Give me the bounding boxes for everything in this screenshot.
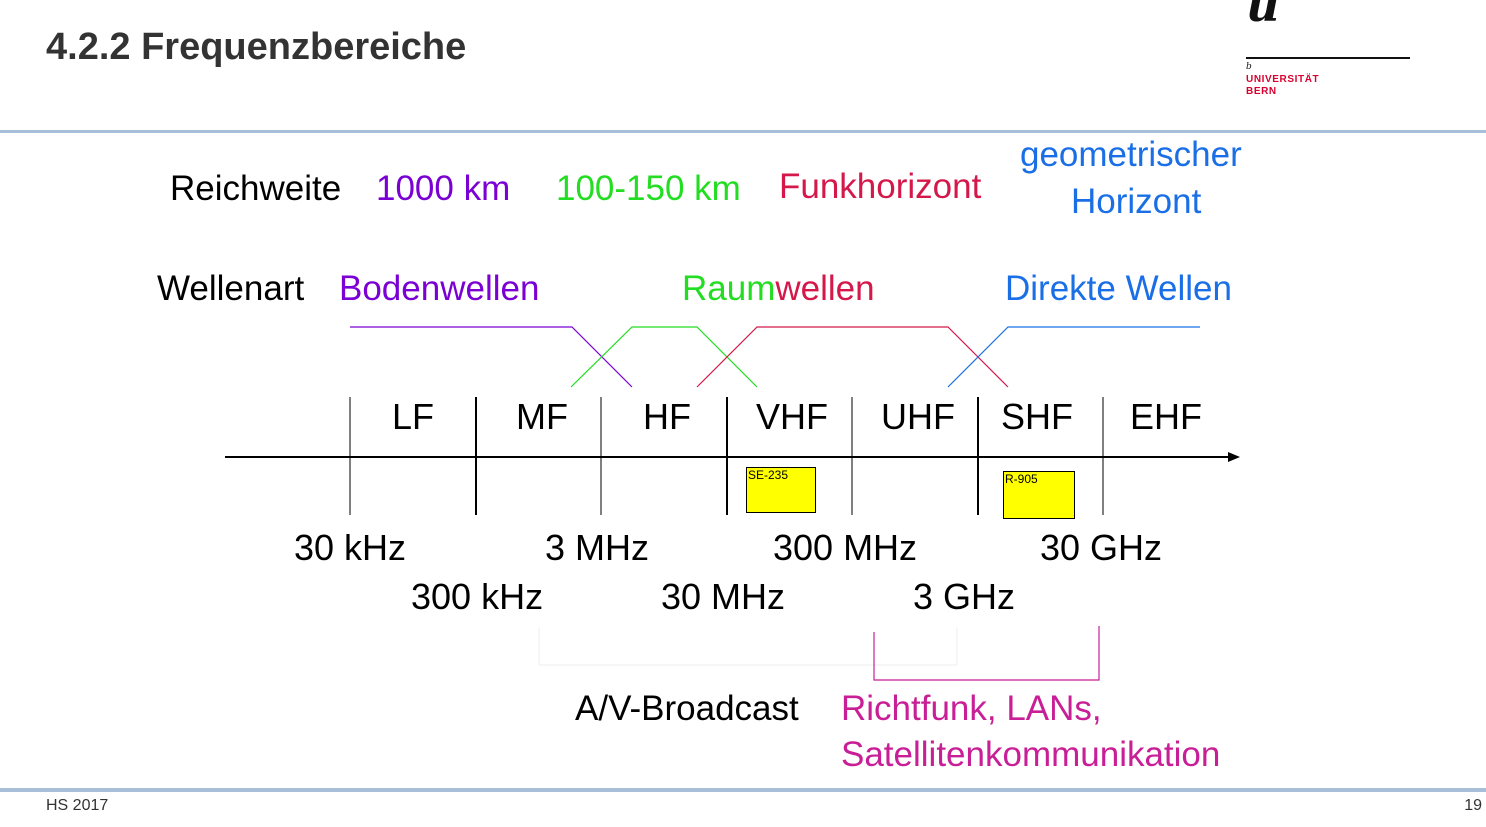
band-ehf: EHF bbox=[1130, 396, 1202, 437]
band-hf: HF bbox=[643, 396, 691, 437]
reichweite-bodenwellen: 1000 km bbox=[376, 169, 511, 208]
logo-rule bbox=[1246, 57, 1410, 59]
band-mf: MF bbox=[516, 396, 568, 437]
raumwellen-suffix: wellen bbox=[775, 269, 875, 308]
richtfunk-bracket bbox=[873, 626, 1100, 681]
band-shf: SHF bbox=[1001, 396, 1073, 437]
axis-ticks bbox=[349, 397, 1104, 515]
wellenart-raumwellen: Raumwellen bbox=[682, 269, 875, 309]
freq-300-mhz: 300 MHz bbox=[773, 527, 918, 568]
band-lf: LF bbox=[391, 396, 434, 437]
raumwellen-prefix: Raum bbox=[682, 269, 776, 308]
freq-30-ghz: 30 GHz bbox=[1040, 527, 1163, 568]
application-broadcast: A/V-Broadcast bbox=[575, 689, 799, 728]
university-logo-superscript: b bbox=[1246, 62, 1252, 72]
freq-3-ghz: 3 GHz bbox=[913, 576, 1016, 617]
broadcast-bracket bbox=[538, 628, 958, 666]
slide-title: 4.2.2 Frequenzbereiche bbox=[46, 26, 467, 68]
university-logo-city: BERN bbox=[1246, 86, 1277, 97]
application-satellit: Satellitenkommunikation bbox=[841, 735, 1221, 774]
direkte-wellen-curve bbox=[947, 326, 1200, 388]
reichweite-geometrischer: geometrischer bbox=[1020, 135, 1242, 174]
footer-divider bbox=[0, 788, 1486, 792]
reichweite-horizont: Horizont bbox=[1071, 182, 1202, 221]
footer-semester: HS 2017 bbox=[46, 797, 109, 814]
freq-30-khz: 30 kHz bbox=[294, 527, 407, 568]
freq-30-mhz: 30 MHz bbox=[661, 576, 786, 617]
tag-se-235: SE-235 bbox=[746, 467, 816, 513]
freq-3-mhz: 3 MHz bbox=[545, 527, 650, 568]
raumwellen-red-curve bbox=[696, 326, 1009, 388]
freq-300-khz: 300 kHz bbox=[411, 576, 544, 617]
reichweite-label: Reichweite bbox=[170, 169, 342, 208]
application-richtfunk: Richtfunk, LANs, bbox=[841, 689, 1102, 728]
band-vhf: VHF bbox=[756, 396, 828, 437]
university-logo-mark: u bbox=[1246, 0, 1280, 32]
university-logo-name: UNIVERSITÄT bbox=[1246, 74, 1320, 85]
bodenwellen-curve bbox=[350, 326, 633, 388]
axis-arrowhead bbox=[1228, 452, 1240, 462]
wellenart-direkte-wellen: Direkte Wellen bbox=[1005, 269, 1232, 308]
tag-r-905: R-905 bbox=[1003, 471, 1075, 519]
page-number: 19 bbox=[1464, 797, 1482, 814]
header-divider bbox=[0, 130, 1486, 133]
raumwellen-green-curve bbox=[570, 326, 758, 388]
band-uhf: UHF bbox=[881, 396, 955, 437]
reichweite-raumwellen: 100-150 km bbox=[556, 169, 741, 208]
wellenart-bodenwellen: Bodenwellen bbox=[339, 269, 540, 308]
reichweite-funkhorizont: Funkhorizont bbox=[779, 167, 982, 206]
wellenart-label: Wellenart bbox=[157, 269, 305, 308]
